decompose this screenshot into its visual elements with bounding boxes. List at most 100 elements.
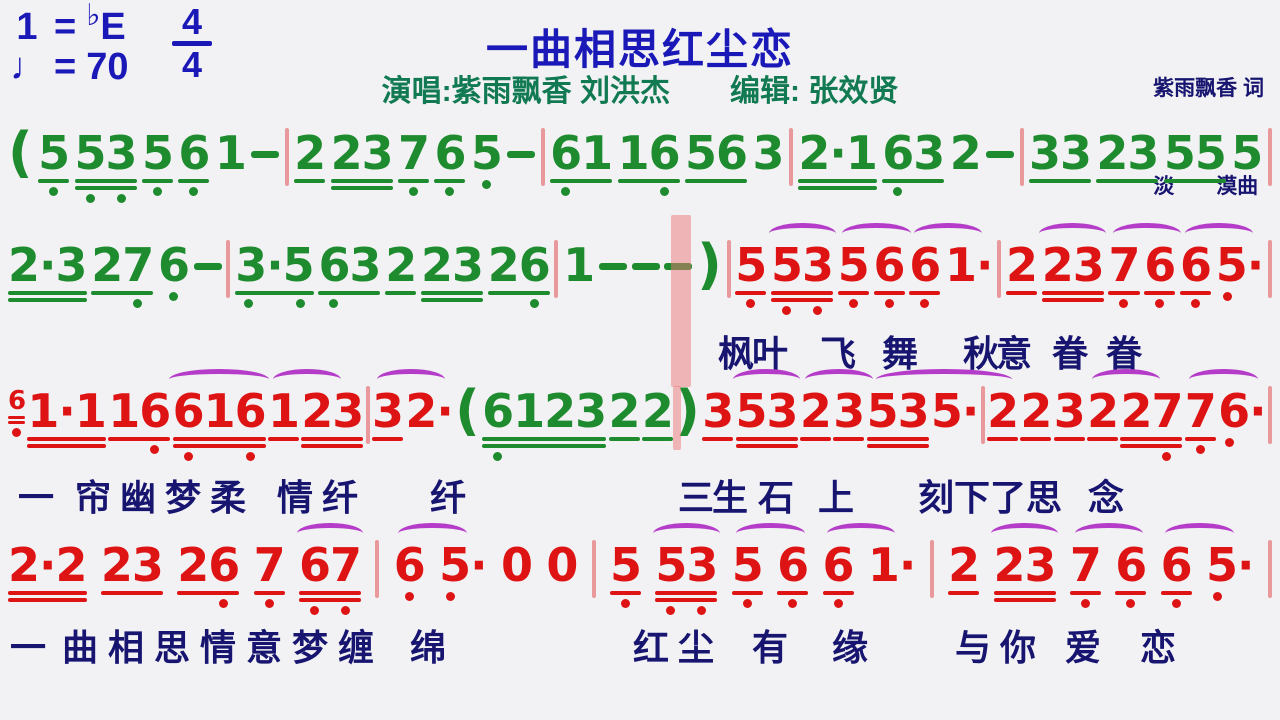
duration-underline — [873, 291, 905, 295]
playback-cursor — [671, 215, 691, 387]
octave-dot-row — [1115, 595, 1146, 609]
duration-underline — [610, 591, 642, 595]
note-digits: ( — [455, 379, 480, 442]
duration-underline — [8, 291, 87, 295]
low-octave-dot — [340, 606, 350, 615]
low-octave-dot — [168, 292, 178, 301]
octave-dot-row — [439, 588, 486, 602]
note-token: 56 — [685, 130, 748, 183]
duration-underline — [771, 291, 834, 295]
octave-dot-row — [874, 295, 905, 309]
note-token: 1· — [945, 242, 993, 288]
note-digits: 2·3 — [8, 238, 87, 292]
note-token: 55 — [1163, 130, 1227, 183]
low-octave-dot — [1195, 445, 1205, 454]
low-octave-dot — [1162, 452, 1172, 461]
dash — [986, 151, 1015, 158]
duration-underline — [27, 444, 106, 448]
dash-note — [251, 130, 280, 158]
lyric-char: 意 — [996, 333, 1033, 374]
note-digits: 5 — [38, 126, 70, 180]
rest-note: 0 — [501, 542, 533, 588]
low-octave-dot — [481, 180, 491, 189]
score-line: 2·3 27 6 3·5 63 2 23 26 1) 5 53 5 6 6 1· 2 23 7 6 6 5· — [8, 223, 1272, 316]
duration-underline — [267, 437, 299, 441]
octave-dot-row — [299, 602, 361, 616]
low-octave-dot — [621, 599, 631, 608]
note-digits: 6 — [873, 238, 906, 292]
note-token: 6 — [777, 542, 809, 609]
note-digits: 26 — [487, 238, 551, 292]
low-octave-dot — [813, 306, 823, 315]
octave-dot-row — [177, 595, 239, 609]
octave-dot-row — [488, 295, 550, 309]
note-token: 6 — [873, 238, 906, 309]
octave-dot-row — [482, 448, 606, 462]
note-token: 7 — [398, 130, 430, 197]
lyric-char: 三 — [678, 477, 715, 518]
lyric-char: 绵 — [410, 627, 447, 668]
note-token: 23 — [1039, 223, 1107, 302]
duration-underline — [172, 444, 266, 448]
low-octave-dot — [85, 194, 95, 203]
note-token: 23 — [420, 242, 484, 302]
duration-underline — [8, 591, 87, 595]
slur-arc — [804, 369, 873, 390]
note-digits: 6 — [1160, 538, 1193, 592]
note-digits: 23 — [1041, 238, 1105, 292]
lyric-char: 石 — [758, 477, 795, 518]
note-token: 53 — [733, 369, 801, 448]
note-token: 2·3 — [8, 242, 87, 302]
lyric-char: 情 — [200, 627, 237, 668]
dash — [598, 263, 627, 270]
note-token: 1 — [563, 242, 595, 288]
note-token: 61 — [550, 130, 613, 197]
duration-underline — [1041, 298, 1104, 302]
note-digits: 2 — [948, 538, 980, 592]
note-digits: 26 — [177, 538, 240, 592]
duration-underline — [641, 437, 673, 441]
duration-underline — [172, 437, 266, 441]
octave-dot-row — [1120, 448, 1182, 462]
lyric-char: 枫 — [718, 333, 755, 374]
note-token: 23 — [991, 523, 1058, 602]
note-digits: 2 — [294, 126, 326, 180]
low-octave-dot — [1080, 599, 1090, 608]
low-octave-dot — [848, 299, 858, 308]
barline — [284, 128, 289, 186]
barline — [540, 128, 545, 186]
note-digits: 7 — [253, 538, 286, 592]
duration-underline — [1053, 437, 1085, 441]
note-digits: 2 — [1020, 384, 1052, 438]
note-digits: 3 — [833, 384, 865, 438]
note-token: 23 — [330, 130, 394, 190]
slur-arc — [652, 523, 720, 544]
octave-dot-row — [91, 295, 153, 309]
note-digits: 7 — [1069, 538, 1102, 592]
note-digits: 2· — [405, 384, 453, 438]
low-octave-dot — [788, 599, 798, 608]
barline — [365, 386, 370, 444]
duration-underline — [8, 598, 87, 602]
note-token: 2 — [608, 388, 641, 441]
duration-underline — [655, 591, 718, 595]
duration-underline — [731, 591, 763, 595]
duration-underline — [799, 437, 831, 441]
low-octave-dot — [529, 299, 539, 308]
lyric-char: 情 — [277, 477, 314, 518]
slur-arc — [1113, 223, 1182, 244]
note-digits: 3 — [371, 384, 404, 438]
lyric-char: 曲 — [62, 627, 99, 668]
note-token: 2 — [1005, 242, 1038, 295]
slur-arc — [736, 523, 805, 544]
duration-underline — [1120, 437, 1183, 441]
note-token: 5 — [141, 126, 174, 197]
key-signature: 1 = ♭E ♩ = 70 — [10, 0, 128, 88]
note-digits: 5 — [141, 126, 174, 180]
note-token: 63 — [318, 242, 381, 309]
low-octave-dot — [746, 299, 756, 308]
low-octave-dot — [1223, 292, 1233, 301]
duration-underline — [294, 179, 326, 183]
lyric-char: 一 — [10, 627, 47, 668]
duration-underline — [235, 291, 314, 295]
